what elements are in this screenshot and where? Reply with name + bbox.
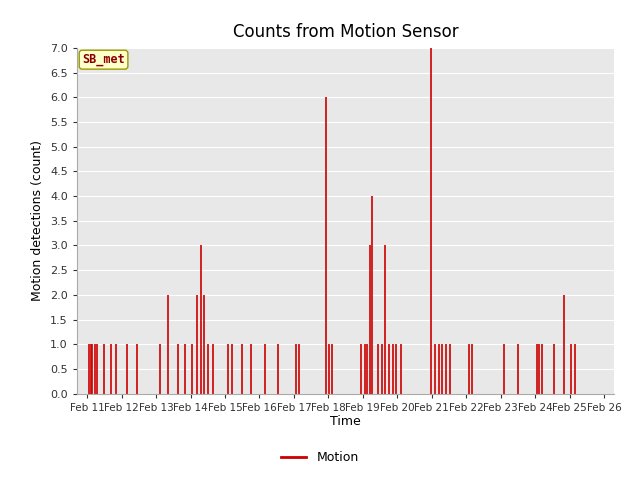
Text: SB_met: SB_met xyxy=(82,53,125,66)
Legend: Motion: Motion xyxy=(276,446,364,469)
Title: Counts from Motion Sensor: Counts from Motion Sensor xyxy=(233,23,458,41)
X-axis label: Time: Time xyxy=(330,415,361,429)
Y-axis label: Motion detections (count): Motion detections (count) xyxy=(31,140,44,301)
